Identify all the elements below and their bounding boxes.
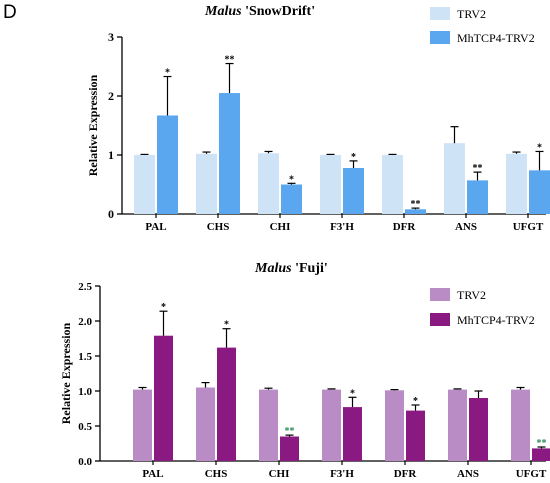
y-tick-label: 2	[108, 89, 114, 103]
chart-title-italic: Malus	[204, 4, 242, 19]
y-axis-label: Relative Expression	[59, 322, 73, 424]
x-tick-label: F3'H	[330, 221, 354, 233]
chart-title: Malus 'Fuji'	[254, 261, 328, 276]
chart-title-italic: Malus	[254, 261, 292, 276]
legend-swatch	[430, 7, 450, 20]
y-tick-label: 0.0	[78, 456, 92, 468]
legend-label: TRV2	[457, 7, 486, 21]
x-tick-label: CHS	[207, 221, 230, 233]
bar	[511, 389, 530, 461]
bar	[134, 155, 155, 214]
bar	[469, 398, 488, 461]
y-tick-label: 0.5	[78, 421, 92, 433]
bar	[219, 93, 240, 214]
y-tick-label: 3	[108, 30, 114, 44]
significance-mark: *	[165, 68, 170, 79]
y-tick-label: 1.0	[78, 386, 92, 398]
bar	[258, 153, 279, 214]
significance-mark: *	[161, 302, 166, 313]
bar	[154, 335, 173, 461]
x-tick-label: CHI	[269, 468, 290, 480]
y-axis-label: Relative Expression	[86, 74, 100, 176]
legend-label: MhTCP4-TRV2	[457, 31, 535, 45]
y-tick-label: 0	[108, 207, 114, 221]
bar	[343, 167, 364, 214]
bar	[133, 389, 152, 461]
x-tick-label: DFR	[394, 468, 418, 480]
chart-title-rest: 'SnowDrift'	[242, 4, 316, 19]
chart-fuji: Malus 'Fuji' TRV2 MhTCP4-TRV2 Relative Expr…	[59, 261, 550, 480]
x-tick-label: ANS	[455, 221, 477, 233]
bar	[444, 143, 465, 214]
x-tick-label: PAL	[142, 468, 163, 480]
y-tick-label: 1	[108, 148, 114, 162]
bar	[529, 170, 550, 214]
chart-snowdrift: Malus 'SnowDrift' TRV2 MhTCP4-TRV2 Relative…	[86, 4, 550, 233]
bar	[320, 155, 341, 214]
bar	[506, 153, 527, 214]
x-tick-label: DFR	[393, 221, 417, 233]
x-tick-label: F3'H	[330, 468, 354, 480]
significance-mark: **	[285, 426, 295, 437]
significance-mark: *	[537, 142, 542, 153]
significance-mark: **	[225, 55, 235, 66]
significance-mark: *	[224, 320, 229, 331]
y-tick-label: 1.5	[78, 351, 92, 363]
bar	[382, 155, 403, 214]
x-tick-label: UFGT	[516, 468, 547, 480]
bar	[259, 389, 278, 461]
bar	[157, 115, 178, 214]
bar	[405, 209, 426, 214]
bar	[322, 389, 341, 461]
bar	[448, 389, 467, 461]
bar	[467, 180, 488, 214]
legend-label: TRV2	[457, 288, 486, 302]
x-tick-label: PAL	[145, 221, 166, 233]
legend-swatch	[430, 31, 450, 44]
x-tick-label: CHI	[270, 221, 291, 233]
y-tick-label: 2.5	[78, 281, 92, 293]
chart-title: Malus 'SnowDrift'	[204, 4, 315, 19]
bar	[385, 390, 404, 461]
significance-mark: **	[473, 163, 483, 174]
y-tick-label: 2.0	[78, 316, 92, 328]
significance-mark: *	[351, 152, 356, 163]
bar	[196, 387, 215, 461]
significance-mark: *	[289, 174, 294, 185]
significance-mark: **	[411, 199, 421, 210]
significance-mark: *	[350, 388, 355, 399]
significance-mark: *	[413, 396, 418, 407]
legend-swatch	[430, 288, 450, 301]
bar	[406, 410, 425, 461]
bar	[532, 448, 550, 461]
bar	[281, 184, 302, 214]
bar	[280, 436, 299, 461]
significance-mark: **	[537, 438, 547, 449]
bar	[217, 347, 236, 461]
panel-letter: D	[3, 2, 17, 23]
x-tick-label: ANS	[457, 468, 479, 480]
x-tick-label: CHS	[205, 468, 228, 480]
bar	[343, 407, 362, 461]
chart-title-rest: 'Fuji'	[292, 261, 328, 276]
legend-swatch	[430, 313, 450, 326]
legend-label: MhTCP4-TRV2	[457, 313, 535, 327]
x-tick-label: UFGT	[513, 221, 544, 233]
bar	[196, 153, 217, 214]
